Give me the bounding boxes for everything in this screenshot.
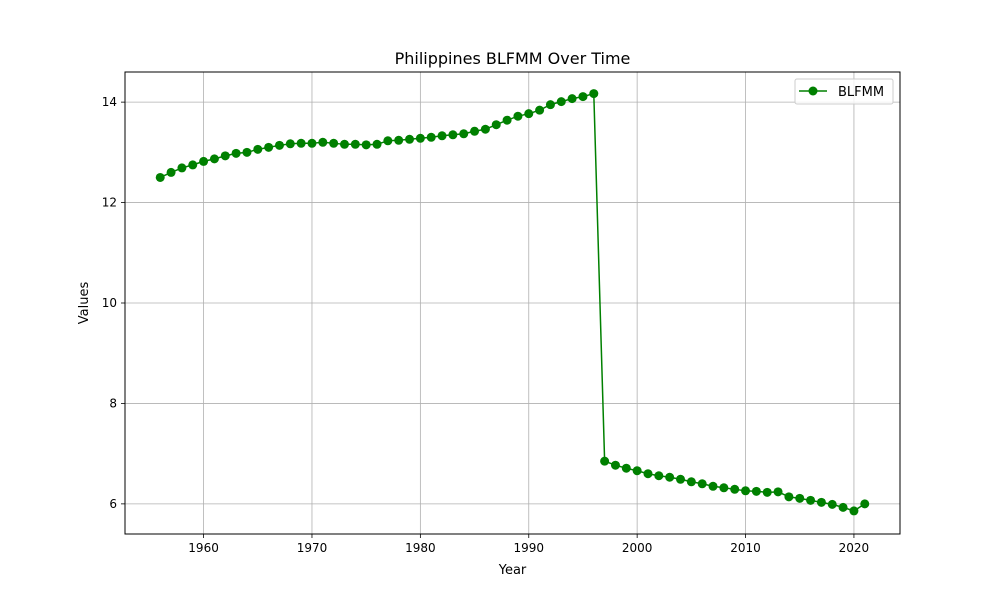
data-point	[339, 139, 349, 149]
x-axis-label: Year	[498, 563, 527, 578]
data-point	[697, 479, 707, 489]
legend-marker-icon	[808, 86, 818, 96]
y-tick-label: 6	[109, 497, 117, 511]
data-point	[806, 495, 816, 505]
y-tick-label: 8	[109, 396, 117, 410]
data-point	[676, 474, 686, 484]
data-point	[545, 100, 555, 110]
data-point	[383, 136, 393, 146]
data-point	[405, 134, 415, 144]
data-point	[307, 138, 317, 148]
data-point	[632, 466, 642, 476]
data-point	[643, 469, 653, 479]
data-point	[491, 120, 501, 130]
data-point	[220, 151, 230, 161]
data-point	[502, 115, 512, 125]
data-point	[415, 133, 425, 143]
data-point	[394, 135, 404, 145]
data-point	[155, 172, 165, 182]
y-tick-label: 10	[102, 296, 117, 310]
x-tick-label: 1980	[405, 541, 436, 555]
data-point	[253, 144, 263, 154]
data-point	[589, 89, 599, 99]
data-point	[480, 124, 490, 134]
data-point	[459, 129, 469, 139]
data-point	[199, 156, 209, 166]
data-point	[535, 105, 545, 115]
data-point	[600, 456, 610, 466]
data-point	[274, 140, 284, 150]
data-point	[751, 486, 761, 496]
data-point	[730, 484, 740, 494]
data-point	[816, 497, 826, 507]
x-tick-label: 1960	[188, 541, 219, 555]
x-tick-label: 1970	[297, 541, 328, 555]
data-point	[654, 471, 664, 481]
data-point	[556, 97, 566, 107]
data-point	[838, 502, 848, 512]
data-point	[719, 483, 729, 493]
grid-lines	[125, 72, 900, 534]
data-point	[329, 138, 339, 148]
data-point	[188, 160, 198, 170]
x-tick-label: 2020	[839, 541, 870, 555]
data-point	[860, 499, 870, 509]
legend: BLFMM	[794, 78, 894, 105]
data-point	[686, 477, 696, 487]
data-point	[231, 148, 241, 158]
data-point	[665, 472, 675, 482]
data-point	[741, 486, 751, 496]
data-point	[448, 130, 458, 140]
data-point	[470, 126, 480, 136]
y-tick-label: 12	[102, 196, 117, 210]
data-point	[567, 94, 577, 104]
series-layer	[155, 89, 870, 516]
data-point	[285, 139, 295, 149]
x-tick-label: 2000	[622, 541, 653, 555]
data-point	[849, 506, 859, 516]
chart-title: Philippines BLFMM Over Time	[395, 49, 631, 68]
x-tick-label: 1990	[513, 541, 544, 555]
data-point	[264, 142, 274, 152]
data-point	[773, 487, 783, 497]
data-point	[296, 138, 306, 148]
data-point	[437, 131, 447, 141]
data-point	[513, 111, 523, 121]
data-point	[361, 140, 371, 150]
data-point	[621, 463, 631, 473]
data-point	[708, 481, 718, 491]
data-point	[350, 139, 360, 149]
data-point	[524, 109, 534, 119]
data-point	[426, 132, 436, 142]
data-point	[578, 92, 588, 102]
x-tick-label: 2010	[730, 541, 761, 555]
data-point	[242, 147, 252, 157]
data-point	[372, 139, 382, 149]
legend-entry-label: BLFMM	[838, 85, 884, 100]
data-point	[177, 163, 187, 173]
legend-box	[794, 78, 894, 105]
data-point	[827, 499, 837, 509]
data-point	[762, 487, 772, 497]
data-point	[610, 460, 620, 470]
axis-ticks: 1960 1970 1980 1990 2000 2010 2020 6 8 10 12 14	[102, 95, 869, 555]
data-point	[166, 167, 176, 177]
y-tick-label: 14	[102, 95, 117, 109]
data-point	[784, 492, 794, 502]
y-axis-label: Values	[77, 282, 92, 325]
data-point	[209, 154, 219, 164]
data-point	[318, 137, 328, 147]
data-point	[795, 493, 805, 503]
